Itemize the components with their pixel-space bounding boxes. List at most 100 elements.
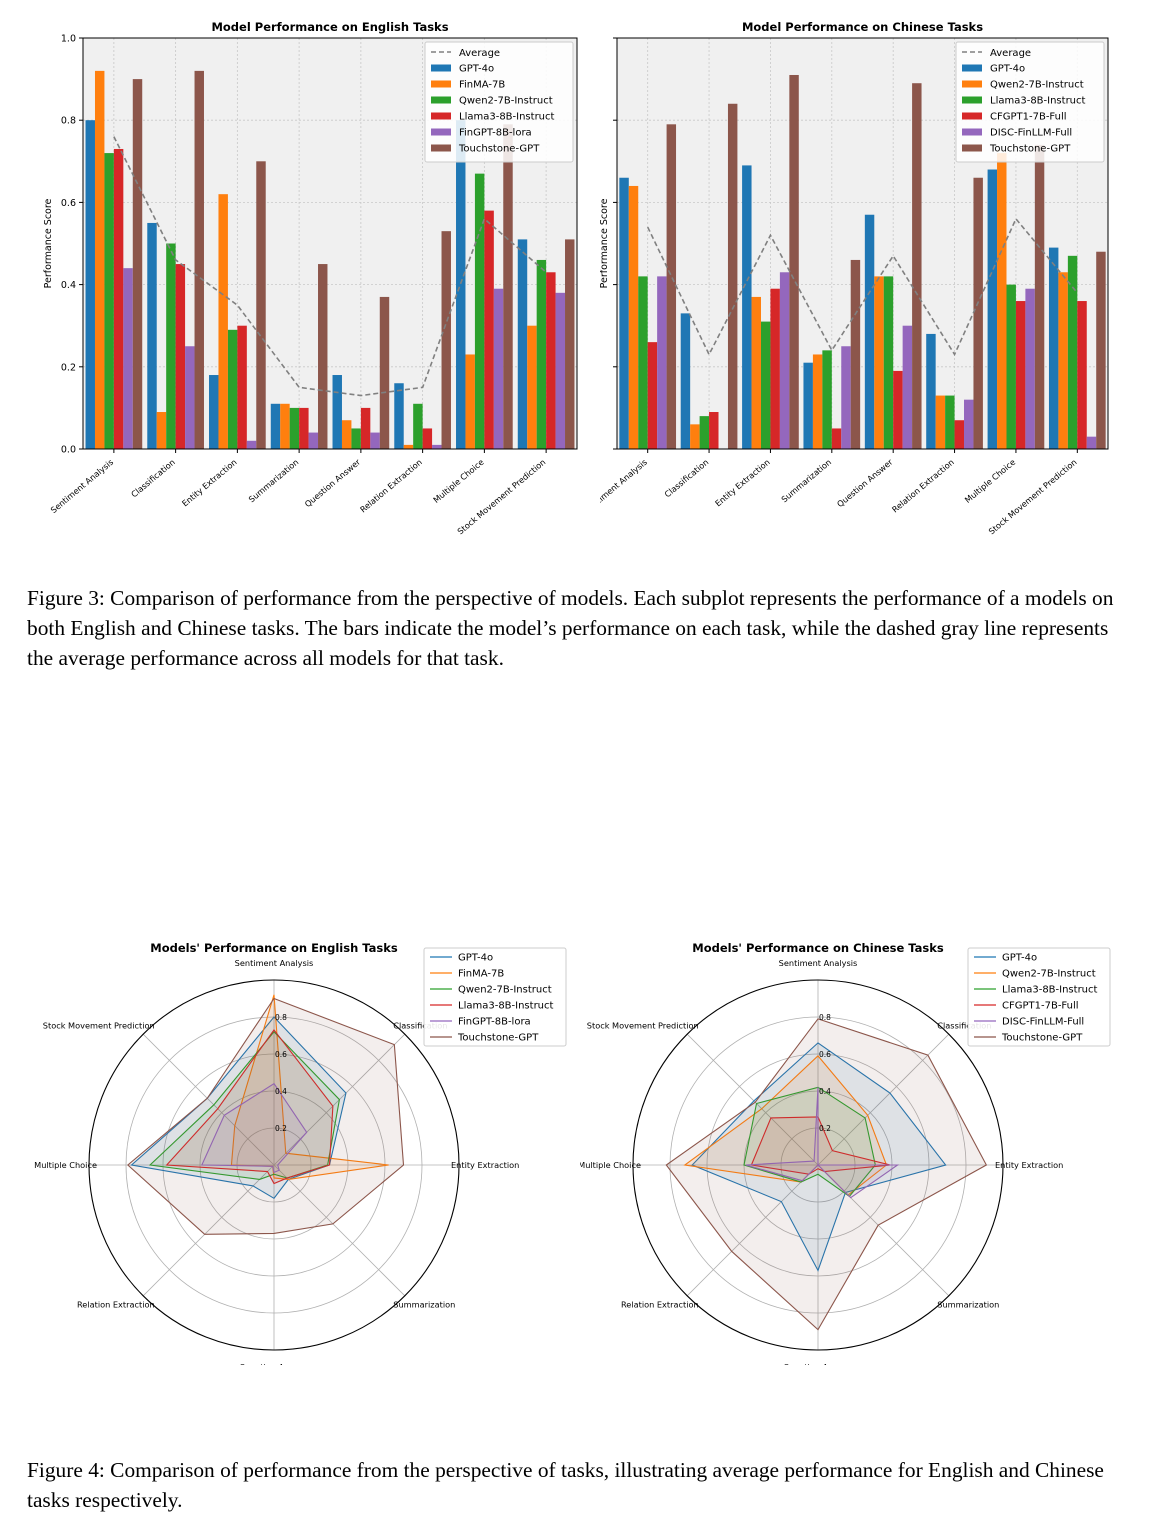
bar-touchstone-gpt-summarization [318, 264, 328, 449]
x-tick-label: Classification [129, 457, 177, 499]
r-tick-label: 0.2 [819, 1124, 831, 1133]
legend-box [423, 947, 567, 1047]
bar-finma-7b-multiple-choice [465, 354, 475, 449]
r-tick-label: 0.4 [819, 1087, 831, 1096]
legend-label-qwen2-7b-instruct: Qwen2-7B-Instruct [458, 985, 552, 996]
bar-touchstone-gpt-sentiment-analysis [666, 124, 677, 449]
legend-label-llama3-8b-instruct: Llama3-8B-Instruct [458, 1001, 554, 1012]
axis-label-summarization: Summarization [937, 1299, 999, 1309]
radar-area-gpt-4o [130, 1016, 347, 1200]
legend-label-disc-finllm-full: DISC-FinLLM-Full [1002, 1017, 1084, 1028]
bar-qwen2-7b-instruct-multiple-choice [474, 173, 485, 449]
legend-label-qwen2-7b-instruct: Qwen2-7B-Instruct [1002, 969, 1096, 980]
bar-fingpt-8b-lora-sentiment-analysis [123, 268, 133, 449]
legend-swatch-qwen2-7b-instruct [431, 96, 451, 104]
r-tick-label: 0.8 [819, 1013, 831, 1022]
axis-label-stock-movement-prediction: Stock Movement Prediction [587, 1021, 699, 1031]
bar-cfgpt1-7b-full-multiple-choice [1015, 301, 1026, 449]
bar-qwen2-7b-instruct-question-answer [351, 428, 361, 449]
chart-title: Model Performance on Chinese Tasks [742, 20, 983, 34]
bar-qwen2-7b-instruct-relation-extraction [935, 395, 946, 449]
bar-finma-7b-entity-extraction [218, 194, 228, 449]
legend-swatch-finma-7b [431, 80, 451, 88]
radar-chart-chinese: 0.2 0.4 0.6 0.8 Sentiment Analysis Classifica… [580, 941, 1111, 1365]
bar-llama3-8b-instruct-question-answer [360, 407, 371, 449]
radar-area-disc-finllm-full [745, 1087, 900, 1199]
figure-3-caption: Figure 3: Comparison of performance from… [27, 586, 1114, 670]
legend: GPT-4o Qwen2-7B-Instruct Llama3-8B-Instruc… [967, 947, 1111, 1047]
bar-llama3-8b-instruct-classification [175, 264, 186, 449]
legend-box [424, 41, 574, 163]
y-axis-label: Performance Score [600, 198, 610, 288]
bar-touchstone-gpt-relation-extraction [441, 231, 451, 449]
bar-chart-chinese: Sentiment Analysis Classification Entity E… [600, 20, 1109, 536]
radar-area-finma-7b [230, 994, 389, 1180]
x-tick-label: Sentiment Analysis [600, 457, 649, 515]
axis-label-multiple-choice: Multiple Choice [34, 1160, 97, 1170]
bar-llama3-8b-instruct-multiple-choice [484, 210, 494, 449]
bar-gpt-4o-multiple-choice [987, 169, 998, 449]
x-tick-label: Sentiment Analysis [48, 457, 115, 515]
bar-touchstone-gpt-summarization [850, 259, 861, 449]
bar-gpt-4o-multiple-choice [456, 120, 466, 449]
bar-cfgpt1-7b-full-stock-movement-prediction [1077, 301, 1087, 449]
plot-frame [616, 37, 1109, 450]
radar-area-touchstone-gpt [665, 1018, 988, 1331]
legend-swatch-llama3-8b-instruct [431, 112, 451, 120]
legend-box [967, 947, 1111, 1047]
legend-swatch-touchstone-gpt [431, 144, 451, 152]
bar-qwen2-7b-instruct-entity-extraction [227, 329, 238, 449]
bar-qwen2-7b-instruct-sentiment-analysis [628, 185, 639, 449]
bar-gpt-4o-stock-movement-prediction [1048, 247, 1059, 449]
bar-gpt-4o-stock-movement-prediction [517, 239, 528, 449]
y-tick-label: 0.4 [61, 280, 76, 291]
bar-cfgpt1-7b-full-sentiment-analysis [647, 342, 658, 449]
axis-label-question-answer: Question Answer [239, 1362, 309, 1365]
average-line [113, 136, 547, 397]
radar-area-llama3-8b-instruct [165, 1029, 334, 1185]
bar-gpt-4o-relation-extraction [394, 383, 404, 449]
axis-label-entity-extraction: Entity Extraction [995, 1160, 1063, 1170]
bar-llama3-8b-instruct-sentiment-analysis [638, 276, 648, 449]
x-tick-label: Relation Extraction [890, 457, 956, 515]
y-tick-label: 0.6 [61, 198, 76, 209]
legend-label-touchstone-gpt: Touchstone-GPT [458, 144, 540, 155]
axis-label-relation-extraction: Relation Extraction [77, 1299, 155, 1309]
bar-disc-finllm-full-multiple-choice [1025, 288, 1035, 449]
radar-area-fingpt-8b-lora [201, 1082, 308, 1174]
r-tick-label: 0.6 [275, 1050, 287, 1059]
chart-title: Model Performance on English Tasks [211, 20, 448, 34]
bar-cfgpt1-7b-full-question-answer [893, 370, 903, 449]
bar-cfgpt1-7b-full-entity-extraction [770, 288, 780, 449]
bar-touchstone-gpt-entity-extraction [789, 74, 799, 450]
y-tick-label: 0.0 [61, 445, 76, 456]
r-tick-label: 0.6 [819, 1050, 831, 1059]
y-tick-label: 0.8 [61, 116, 76, 127]
legend-swatch-gpt-4o [962, 64, 982, 72]
spoke [817, 1033, 950, 1166]
legend-label-llama3-8b-instruct: Llama3-8B-Instruct [459, 112, 555, 123]
axis-label-classification: Classification [393, 1021, 447, 1031]
bar-chart-english: 0.0 0.2 0.4 0.6 0.8 1.0 Sentiment Analysis Clas… [43, 20, 578, 536]
bar-disc-finllm-full-summarization [841, 346, 851, 449]
chart-title: Models' Performance on Chinese Tasks [692, 941, 944, 955]
bar-disc-finllm-full-relation-extraction [964, 399, 974, 449]
bar-fingpt-8b-lora-question-answer [370, 432, 380, 449]
x-tick-label: Question Answer [303, 456, 363, 509]
axis-label-stock-movement-prediction: Stock Movement Prediction [43, 1021, 155, 1031]
radar-area-touchstone-gpt [127, 997, 405, 1235]
radar-area-qwen2-7b-instruct [148, 1030, 341, 1180]
bar-touchstone-gpt-multiple-choice [1034, 144, 1045, 450]
radar-area-gpt-4o [691, 1042, 947, 1272]
bar-llama3-8b-instruct-relation-extraction [422, 428, 433, 449]
axis-label-relation-extraction: Relation Extraction [621, 1299, 699, 1309]
bar-llama3-8b-instruct-question-answer [883, 276, 894, 449]
legend: GPT-4o FinMA-7B Qwen2-7B-Instruct Llama3-8B… [423, 947, 567, 1047]
bar-disc-finllm-full-stock-movement-prediction [1086, 436, 1097, 449]
legend-swatch-disc-finllm-full [962, 128, 982, 136]
bar-gpt-4o-classification [680, 313, 691, 449]
legend-label-finma-7b: FinMA-7B [458, 969, 504, 980]
legend-label-fingpt-8b-lora: FinGPT-8B-lora [459, 128, 532, 139]
r-tick-label: 0.2 [275, 1124, 287, 1133]
bar-touchstone-gpt-entity-extraction [256, 161, 266, 450]
